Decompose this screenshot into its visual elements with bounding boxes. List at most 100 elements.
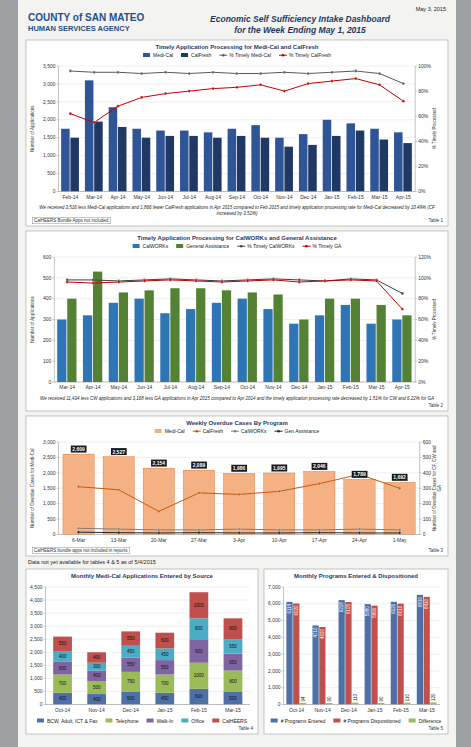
line-marker <box>212 87 215 90</box>
bar <box>264 473 295 535</box>
tick-mark <box>57 101 59 102</box>
tick-label: 200 <box>423 500 432 506</box>
panel-frame <box>26 40 448 226</box>
category-label: 1-May <box>393 537 407 543</box>
bar <box>224 691 243 704</box>
line-marker <box>358 528 361 531</box>
legend-label: Medi-Cal <box>153 52 173 58</box>
category-label: Dec-14 <box>341 707 357 713</box>
legend-swatch <box>222 54 225 57</box>
bar <box>87 671 106 681</box>
bar <box>160 313 169 382</box>
data-label: 94 <box>301 696 306 702</box>
bar <box>299 320 308 383</box>
tick-mark <box>420 472 422 473</box>
data-label: 6020 <box>294 605 299 616</box>
data-label: 2,154 <box>153 460 166 466</box>
bar <box>397 604 403 705</box>
tick-mark <box>415 361 417 362</box>
data-label: 800 <box>229 679 237 684</box>
data-label-box <box>392 474 408 481</box>
line-marker <box>378 72 381 75</box>
data-label: 450 <box>127 649 135 654</box>
bar <box>87 652 106 662</box>
bar <box>346 123 355 191</box>
bar <box>155 674 174 692</box>
tick-label: 0 <box>423 531 426 537</box>
bar <box>85 80 94 191</box>
bar <box>378 703 384 705</box>
tick-mark <box>415 91 417 92</box>
legend-swatch <box>176 244 183 248</box>
bar <box>323 120 332 192</box>
category-label: Aug-14 <box>188 384 204 390</box>
line-marker <box>140 96 143 99</box>
tick-label: 500 <box>423 454 432 460</box>
line-marker <box>378 83 381 86</box>
line-marker <box>307 72 310 75</box>
line-marker <box>66 281 69 284</box>
bar <box>224 654 243 671</box>
data-label: 1,789 <box>353 471 366 477</box>
line-marker <box>117 71 120 74</box>
legend-swatch <box>240 245 243 248</box>
data-label: 550 <box>127 662 135 667</box>
axis-title: Number of Overdue Cases for CF, CW andGA <box>432 445 442 531</box>
axis-title-group: Number of Overdue Cases for CF, CW andGA <box>432 445 442 531</box>
tick-mark <box>415 116 417 117</box>
category-label: Mar-14 <box>59 384 75 390</box>
legend: Medi-CalCalFreshCalWORKsGen Assistance <box>155 428 320 434</box>
tick-label: 2,000 <box>43 470 56 476</box>
data-label: 90 <box>327 696 332 702</box>
line-marker <box>349 279 352 282</box>
line-marker <box>402 100 405 103</box>
line-marker <box>238 532 241 535</box>
data-label: 2,609 <box>72 446 85 452</box>
axis-title-line: % Timely Processed <box>432 299 437 340</box>
bar <box>339 600 345 704</box>
data-label: 90 <box>379 696 384 702</box>
tick-mark <box>57 119 59 120</box>
bar <box>392 320 401 383</box>
legend-swatch <box>409 719 416 723</box>
legend-label: Walk-In <box>157 718 174 724</box>
data-label: 120 <box>431 693 436 701</box>
legend-swatch <box>133 244 140 248</box>
legend-label: CalWORKs <box>241 428 267 434</box>
legend-item: Gen Assistance <box>275 428 320 434</box>
data-label: 400 <box>93 655 101 660</box>
bar <box>121 672 140 692</box>
tick-label: 0 <box>53 531 56 537</box>
data-label: 550 <box>59 641 67 646</box>
grid-line <box>59 101 416 102</box>
y-axis <box>58 442 59 535</box>
line <box>70 79 403 123</box>
data-label: 1,995 <box>273 465 286 471</box>
category-label: Oct-14 <box>240 384 255 390</box>
line-marker <box>164 71 167 74</box>
legend-swatch <box>277 430 280 433</box>
grid-line <box>54 340 415 341</box>
bar <box>417 595 423 705</box>
chart-title: Timely Application Processing for Medi-C… <box>155 44 318 50</box>
logo: COUNTY of SAN MATEO <box>28 12 145 23</box>
page-subtitle: for the Week Ending May 1, 2015 <box>234 25 366 35</box>
tick-mark <box>282 704 284 705</box>
tick-mark <box>57 442 59 443</box>
bar <box>394 132 403 191</box>
tick-mark <box>44 678 46 679</box>
bar <box>224 639 243 653</box>
category-label: Mar-15 <box>369 384 385 390</box>
plot-area <box>63 454 415 534</box>
grid-line <box>284 587 440 588</box>
annotation-box <box>33 217 111 224</box>
bar <box>61 129 70 192</box>
legend-swatch <box>105 719 112 723</box>
axis-title: % Timely Processed <box>432 108 437 149</box>
axis-title-line: GA <box>437 485 442 492</box>
grid-line <box>46 613 250 614</box>
plot-area <box>61 70 412 192</box>
tick-mark <box>57 503 59 504</box>
line-marker <box>398 487 401 490</box>
bar <box>286 602 292 705</box>
